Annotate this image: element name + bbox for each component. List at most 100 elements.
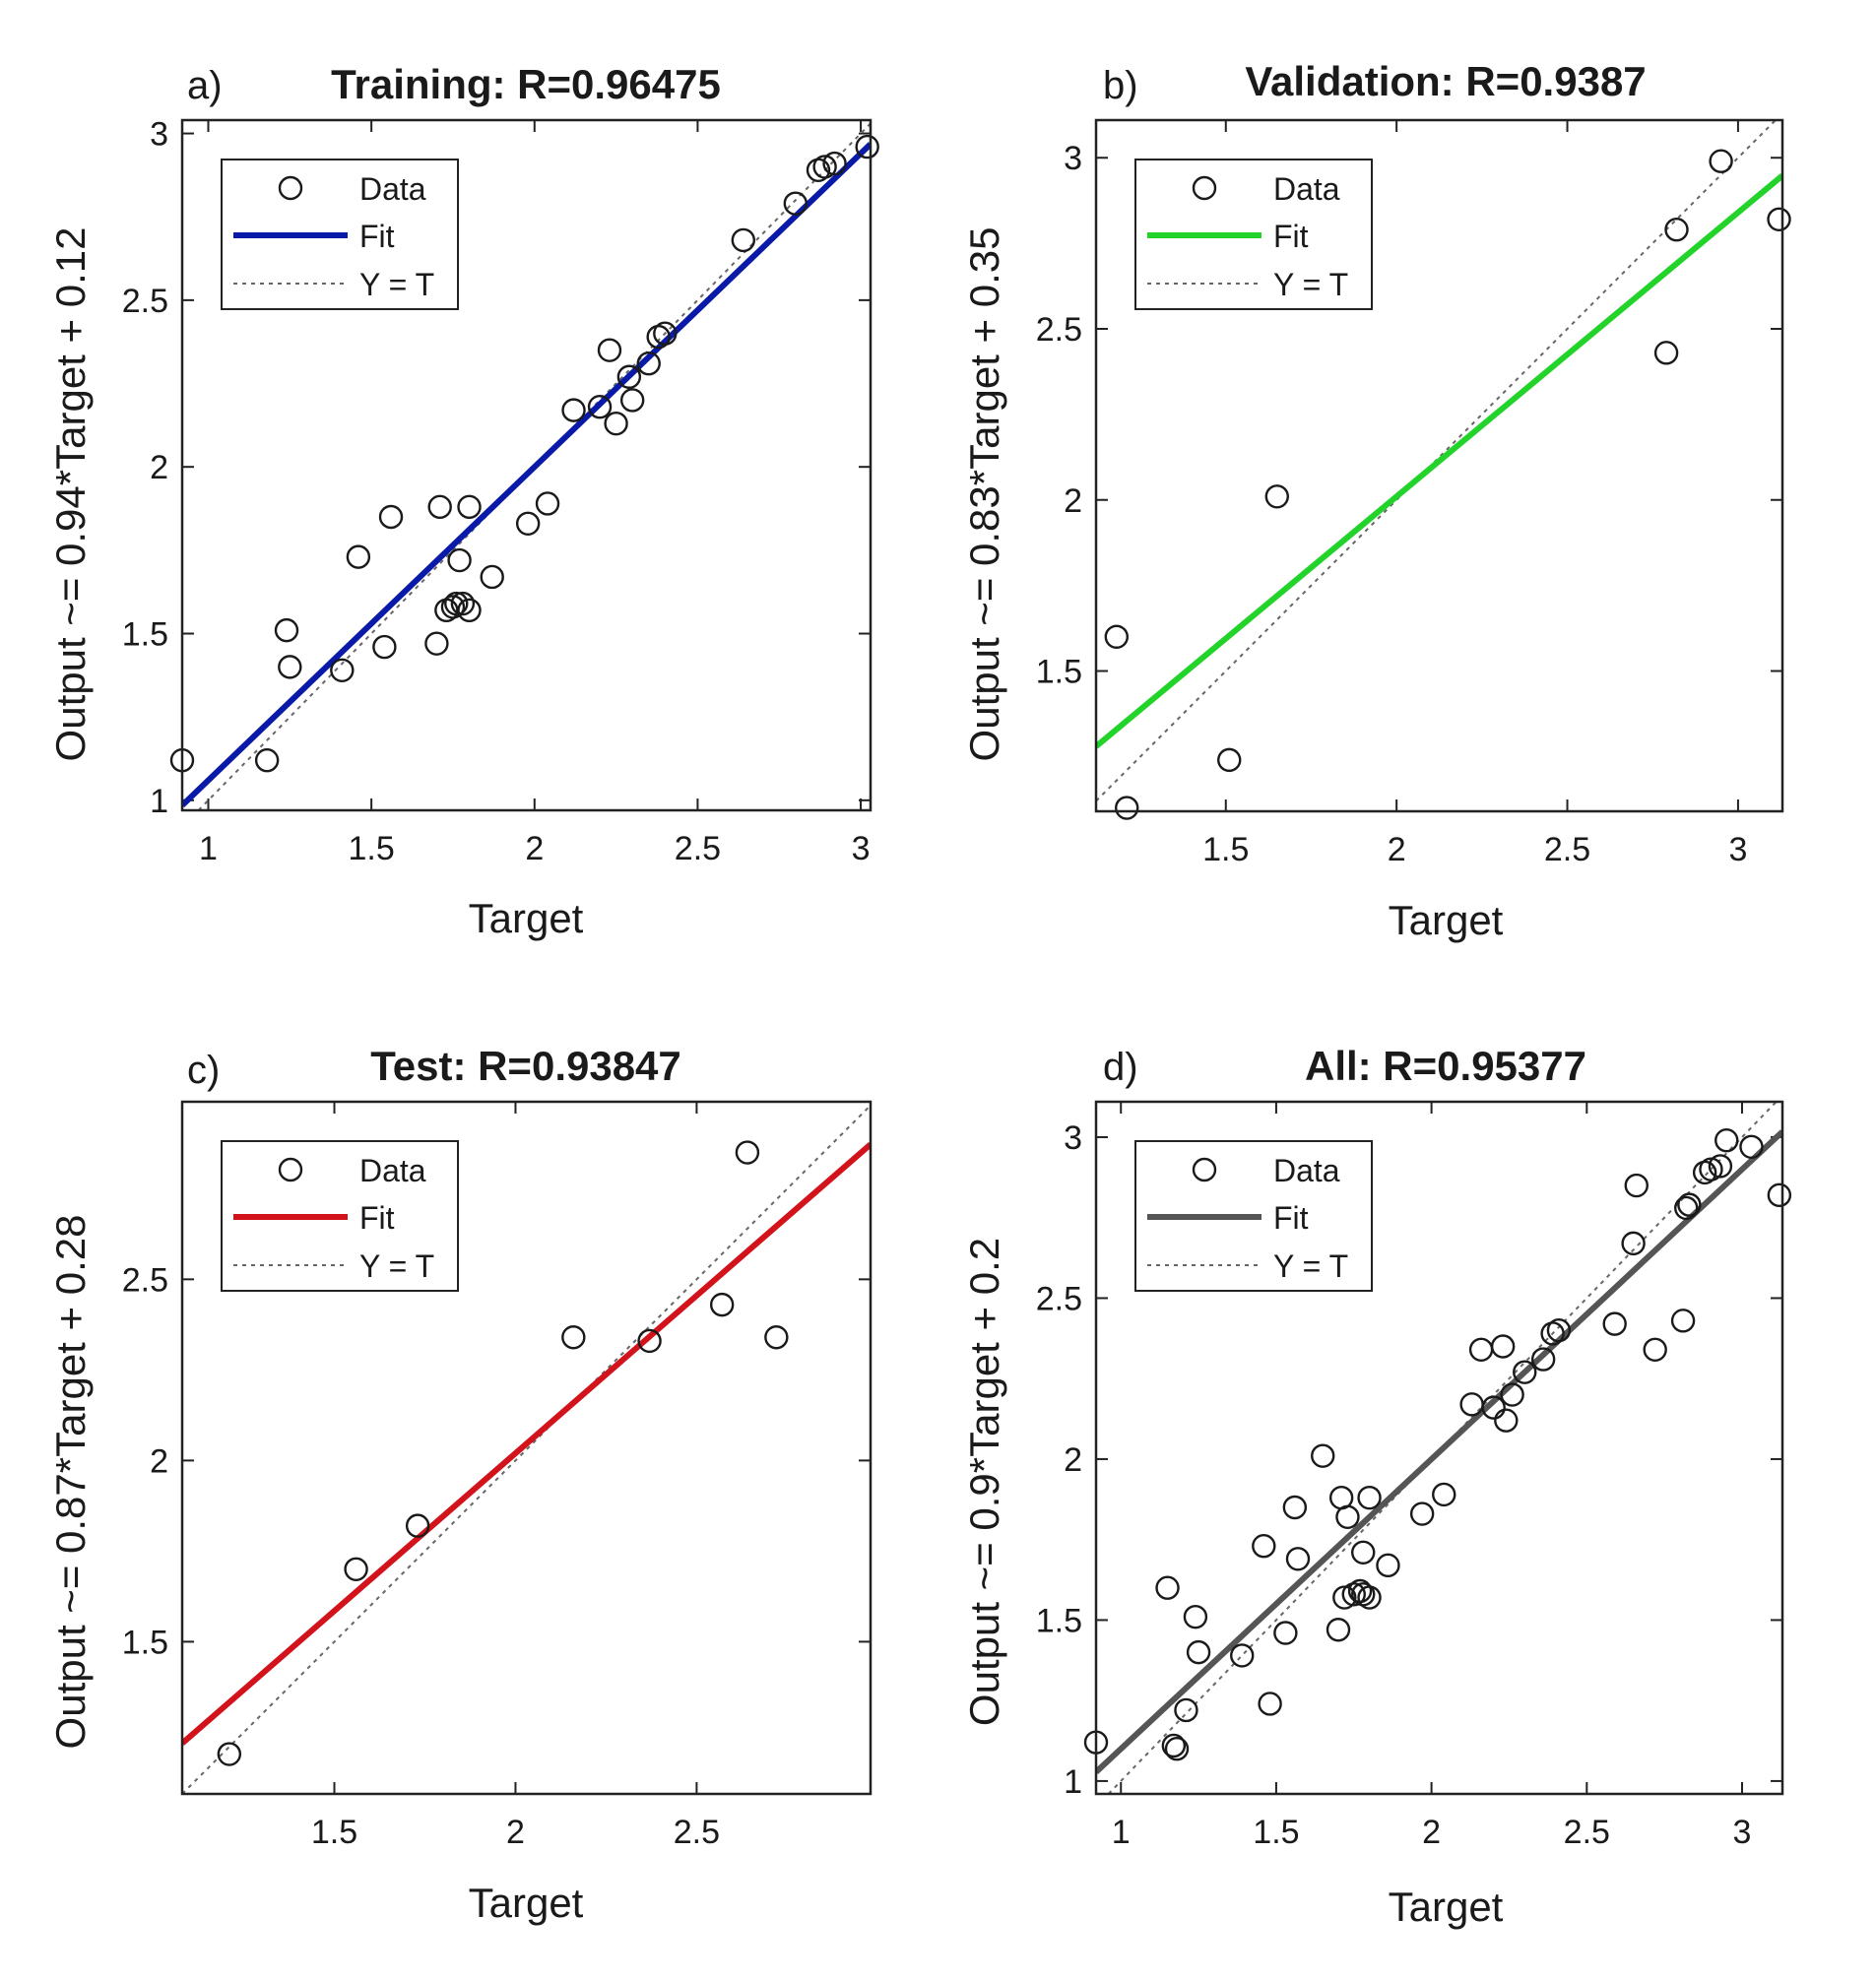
data-point	[1285, 1547, 1311, 1571]
x-axis-label: Target	[1389, 1884, 1504, 1930]
y-axis-label: Output ~= 0.9*Target + 0.2	[961, 1238, 1007, 1726]
axes-box	[1094, 1100, 1784, 1796]
data-point	[1264, 484, 1289, 509]
data-point	[1217, 747, 1242, 773]
data-point	[764, 1325, 789, 1350]
data-point	[1326, 1618, 1351, 1642]
x-tick-label: 1	[1112, 1814, 1131, 1851]
panel-all: d) All: R=0.95377 Target Output ~= 0.9*T…	[961, 1043, 1792, 1930]
legend-label-identity: Y = T	[1273, 267, 1348, 302]
x-tick-label: 2	[1422, 1814, 1441, 1851]
data-point	[735, 1140, 760, 1165]
legend: Data Fit Y = T	[221, 1140, 459, 1292]
data-point	[1332, 1585, 1357, 1610]
x-tick-label: 2	[506, 1814, 525, 1851]
data-point	[1155, 1575, 1180, 1600]
data-point	[447, 547, 472, 573]
legend: Data Fit Y = T	[1134, 1140, 1373, 1292]
data-point	[1104, 624, 1130, 649]
data-point	[424, 631, 449, 656]
data-point	[480, 564, 504, 590]
x-tick-label: 1.5	[311, 1814, 357, 1851]
data-point	[855, 134, 879, 160]
legend-label-data: Data	[1273, 171, 1340, 207]
x-tick-label: 1.5	[1253, 1814, 1299, 1851]
data-point	[1708, 1154, 1733, 1179]
x-tick-label: 2	[1388, 831, 1406, 868]
data-point	[561, 398, 586, 422]
data-point	[1714, 1128, 1739, 1153]
axes-box	[180, 1100, 873, 1796]
x-tick-label: 3	[852, 830, 871, 867]
data-point	[1739, 1134, 1764, 1159]
y-tick-label: 1.5	[122, 616, 168, 654]
data-point	[278, 655, 302, 679]
chart-title: Test: R=0.93847	[370, 1043, 681, 1089]
x-tick-label: 1	[199, 830, 218, 867]
legend-label-data: Data	[359, 1153, 426, 1188]
legend-label-fit: Fit	[1273, 219, 1309, 254]
y-tick-label: 1.5	[122, 1624, 168, 1661]
data-point	[378, 504, 404, 530]
x-axis-label: Target	[469, 895, 584, 941]
panel-training: a) Training: R=0.96475 Target Output ~= …	[47, 61, 879, 941]
y-tick-label: 3	[1064, 1119, 1082, 1157]
fit-line	[182, 142, 871, 808]
data-point	[1674, 1195, 1699, 1221]
x-axis-label: Target	[469, 1880, 584, 1926]
x-tick-label: 2.5	[675, 830, 721, 867]
data-point	[1664, 218, 1689, 242]
data-region	[1096, 1102, 1782, 1794]
data-point	[1230, 1643, 1255, 1668]
legend-data-marker	[1192, 175, 1217, 201]
data-point	[1653, 341, 1679, 365]
data-point	[1677, 1192, 1702, 1217]
data-point	[616, 364, 642, 389]
data-point	[405, 1513, 430, 1538]
legend-data-marker	[278, 175, 303, 201]
data-point	[346, 544, 371, 569]
data-point	[1258, 1692, 1282, 1716]
data-point	[1621, 1231, 1646, 1256]
legend-label-fit: Fit	[359, 219, 395, 254]
panel-letter: a)	[187, 64, 223, 107]
chart-title: All: R=0.95377	[1305, 1043, 1586, 1089]
data-point	[274, 617, 299, 643]
data-point	[1351, 1540, 1376, 1565]
y-tick-label: 2	[1064, 1441, 1082, 1479]
legend-label-identity: Y = T	[1273, 1248, 1348, 1284]
y-axis-label: Output ~= 0.94*Target + 0.12	[47, 227, 94, 762]
data-region	[182, 1104, 871, 1794]
data-point	[709, 1292, 735, 1317]
axes-box	[1094, 118, 1784, 813]
data-point	[619, 388, 645, 413]
y-axis-label: Output ~= 0.83*Target + 0.35	[961, 227, 1007, 762]
data-point	[597, 338, 622, 362]
y-tick-label: 1	[150, 783, 168, 820]
y-tick-label: 2.5	[1036, 1280, 1082, 1317]
axes-box	[180, 118, 873, 812]
data-point	[1252, 1534, 1276, 1559]
panel-validation: b) Validation: R=0.9387 Target Output ~=…	[961, 58, 1791, 943]
data-point	[1490, 1334, 1516, 1359]
data-point	[1174, 1697, 1198, 1723]
legend-label-fit: Fit	[1273, 1200, 1309, 1236]
data-point	[1161, 1733, 1187, 1758]
data-region	[182, 122, 871, 810]
panel-test: c) Test: R=0.93847 Target Output ~= 0.87…	[47, 1043, 873, 1926]
y-axis-label: Output ~= 0.87*Target + 0.28	[47, 1215, 94, 1750]
legend-data-marker	[278, 1157, 303, 1182]
data-point	[1186, 1639, 1211, 1665]
data-point	[1183, 1604, 1208, 1629]
data-point	[440, 595, 466, 619]
y-tick-label: 2	[1064, 482, 1082, 520]
legend-label-data: Data	[359, 171, 426, 207]
legend-label-fit: Fit	[359, 1200, 395, 1236]
data-point	[330, 658, 355, 682]
legend: Data Fit Y = T	[221, 159, 459, 310]
data-point	[1164, 1737, 1190, 1761]
data-point	[1530, 1347, 1556, 1372]
panel-letter: b)	[1103, 64, 1138, 107]
data-point	[587, 395, 613, 419]
